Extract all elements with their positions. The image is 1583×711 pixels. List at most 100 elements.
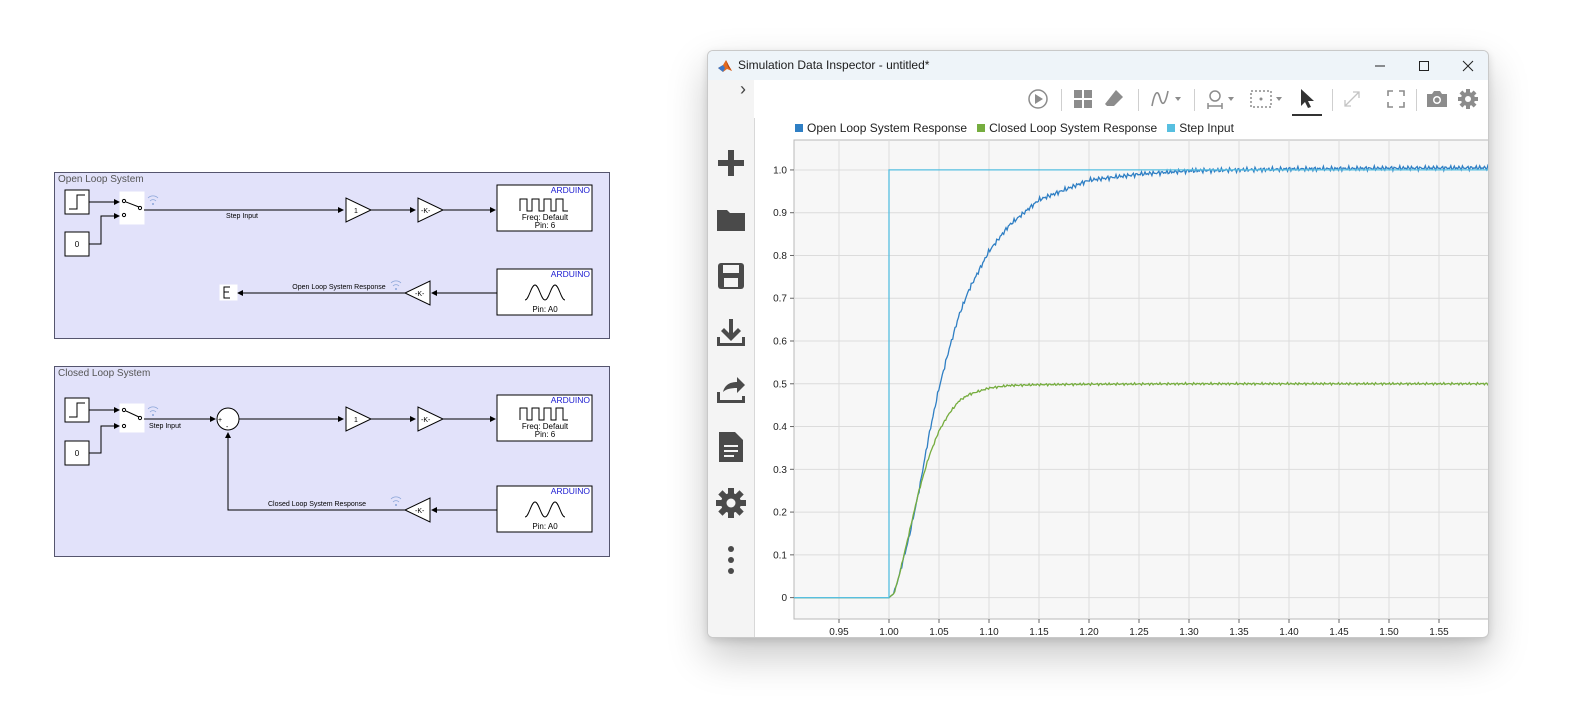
more-button[interactable] xyxy=(713,538,749,582)
signal-wave-icon xyxy=(1151,90,1181,107)
constant-block[interactable]: 0 xyxy=(64,231,90,257)
wireless-icon xyxy=(390,496,402,503)
share-icon xyxy=(717,377,745,403)
signal-label-open-loop-response: Open Loop System Response xyxy=(292,284,385,291)
x-tick-label: 0.95 xyxy=(829,627,849,638)
camera-icon xyxy=(1427,91,1447,107)
close-button[interactable] xyxy=(1446,51,1488,80)
preferences-button[interactable] xyxy=(1455,84,1481,114)
svg-text:+: + xyxy=(218,417,222,424)
export-button[interactable] xyxy=(713,368,749,412)
import-button[interactable] xyxy=(713,311,749,355)
close-icon xyxy=(1462,60,1474,71)
closed-loop-subsystem[interactable]: Closed Loop System 0 Step Input xyxy=(54,366,610,557)
gain-block-k[interactable]: -K- xyxy=(417,197,445,223)
constant-value: 0 xyxy=(75,449,80,458)
arduino-analog-input-block[interactable]: ARDUINO Pin: A0 xyxy=(496,268,593,316)
x-tick-label: 1.15 xyxy=(1029,627,1049,638)
title-bar[interactable]: Simulation Data Inspector - untitled* xyxy=(708,51,1488,80)
constant-value: 0 xyxy=(75,240,80,249)
manual-switch[interactable] xyxy=(119,403,159,433)
feedback-gain-block[interactable]: -K- xyxy=(403,497,431,523)
y-tick-label: 0.7 xyxy=(773,294,787,305)
save-button[interactable] xyxy=(713,254,749,298)
svg-text:-K-: -K- xyxy=(421,208,431,215)
settings-icon xyxy=(716,488,746,518)
gear-icon xyxy=(1458,89,1478,109)
settings-button[interactable] xyxy=(713,481,749,525)
expand-button[interactable] xyxy=(1338,84,1366,114)
svg-text:Pin: A0: Pin: A0 xyxy=(532,305,558,314)
minimize-button[interactable] xyxy=(1358,51,1402,80)
svg-text:-: - xyxy=(226,424,229,431)
arduino-pwm-output-block[interactable]: ARDUINO Freq: Default Pin: 6 xyxy=(496,184,593,232)
svg-text:ARDUINO: ARDUINO xyxy=(551,486,591,496)
y-tick-label: 0.5 xyxy=(773,379,787,390)
step-block[interactable] xyxy=(64,189,90,215)
clear-button[interactable] xyxy=(1101,84,1127,114)
snapshot-button[interactable] xyxy=(1424,84,1450,114)
series-line xyxy=(794,381,1488,599)
legend-item-closed-loop[interactable]: Closed Loop System Response xyxy=(977,121,1157,135)
sum-block[interactable]: + - xyxy=(216,407,240,431)
series-line xyxy=(794,163,1488,599)
svg-text:ARDUINO: ARDUINO xyxy=(551,269,591,279)
cursor-button[interactable] xyxy=(1292,84,1322,116)
download-icon xyxy=(717,319,745,346)
maximize-button[interactable] xyxy=(1402,51,1446,80)
play-button[interactable] xyxy=(1024,84,1052,114)
legend-label: Open Loop System Response xyxy=(807,121,968,135)
x-tick-label: 1.25 xyxy=(1129,627,1149,638)
y-tick-label: 0.6 xyxy=(773,337,787,348)
x-tick-label: 1.10 xyxy=(979,627,999,638)
zoom-button[interactable] xyxy=(1201,84,1241,114)
signal-plot[interactable]: 0.95 1.00 1.05 1.10 1.15 1.20 1.25 1.30 1.35 1.40… xyxy=(754,139,1489,638)
constant-block[interactable]: 0 xyxy=(64,440,90,466)
left-sidebar: › xyxy=(708,80,755,637)
layout-button[interactable] xyxy=(1070,84,1096,114)
gain-block-k[interactable]: -K- xyxy=(417,406,445,432)
arduino-analog-input-block[interactable]: ARDUINO Pin: A0 xyxy=(496,485,593,533)
signal-label-closed-loop-response: Closed Loop System Response xyxy=(268,501,366,508)
step-block[interactable] xyxy=(64,397,90,423)
feedback-gain-block[interactable]: -K- xyxy=(403,280,431,306)
fit-to-view-icon xyxy=(1250,90,1282,108)
add-button[interactable] xyxy=(713,141,749,185)
x-tick-label: 1.30 xyxy=(1179,627,1199,638)
open-loop-subsystem[interactable]: Open Loop System 0 Step xyxy=(54,172,610,339)
eraser-icon xyxy=(1105,90,1123,106)
svg-text:Pin: 6: Pin: 6 xyxy=(535,221,556,230)
svg-text:Freq: Default: Freq: Default xyxy=(522,422,569,431)
wireless-icon xyxy=(147,406,159,413)
subsystem-title: Open Loop System xyxy=(58,174,144,185)
x-tick-label: 1.05 xyxy=(929,627,949,638)
legend-item-open-loop[interactable]: Open Loop System Response xyxy=(795,121,967,135)
matlab-logo-icon xyxy=(718,60,732,72)
gain-block-1[interactable]: 1 xyxy=(345,197,373,223)
play-icon xyxy=(1028,89,1048,109)
fit-to-view-button[interactable] xyxy=(1246,84,1288,114)
terminator-block[interactable] xyxy=(219,284,238,301)
y-tick-label: 1.0 xyxy=(773,165,787,176)
maximize-icon xyxy=(1419,60,1429,71)
svg-text:ARDUINO: ARDUINO xyxy=(551,395,591,405)
signal-label-step-input: Step Input xyxy=(149,423,181,430)
y-tick-label: 0.4 xyxy=(773,422,787,433)
simulation-data-inspector-window[interactable]: Simulation Data Inspector - untitled* › xyxy=(707,50,1489,638)
open-loop-diagram: 0 Step Input 1 -K- ARDU xyxy=(64,184,593,316)
plot-toolbar xyxy=(754,80,1488,118)
signal-style-button[interactable] xyxy=(1147,84,1187,114)
subsystem-title: Closed Loop System xyxy=(58,368,151,379)
manual-switch[interactable] xyxy=(119,191,159,225)
y-tick-label: 0.2 xyxy=(773,508,787,519)
legend-item-step-input[interactable]: Step Input xyxy=(1167,121,1234,135)
open-button[interactable] xyxy=(713,197,749,241)
arduino-pwm-output-block[interactable]: ARDUINO Freq: Default Pin: 6 xyxy=(496,394,593,442)
collapse-toggle[interactable]: › xyxy=(740,79,746,99)
y-tick-label: 0.1 xyxy=(773,550,787,561)
fullscreen-button[interactable] xyxy=(1382,84,1410,114)
gain-block-1[interactable]: 1 xyxy=(345,406,373,432)
svg-text:Pin: 6: Pin: 6 xyxy=(535,430,556,439)
report-button[interactable] xyxy=(713,425,749,469)
series-line xyxy=(794,169,1488,599)
